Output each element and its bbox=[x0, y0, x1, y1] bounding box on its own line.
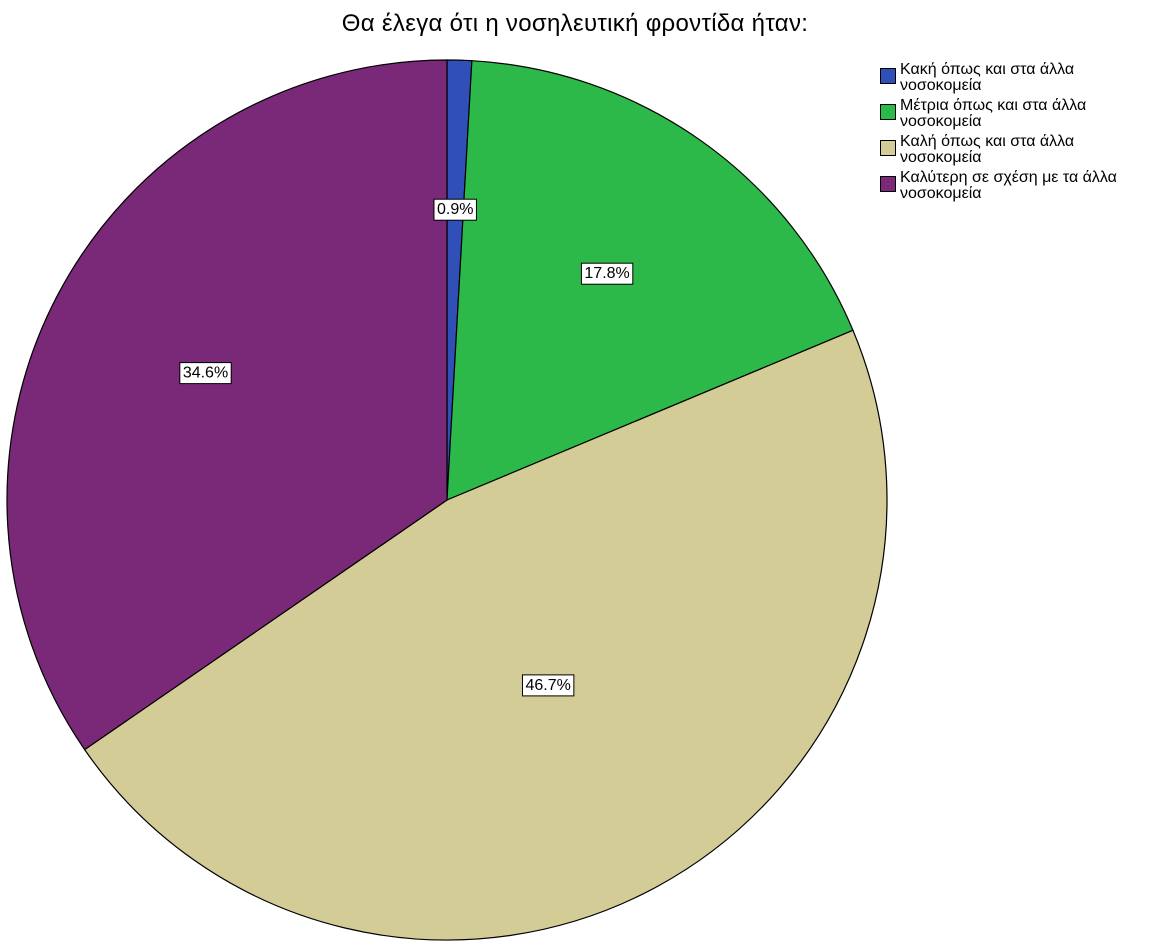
data-label-average: 17.8% bbox=[580, 262, 634, 285]
pie-slices bbox=[6, 59, 888, 941]
pie-slice-average bbox=[446, 60, 854, 501]
legend-item-good: Καλή όπως και στα άλλα νοσοκομεία bbox=[880, 134, 1150, 166]
legend: Κακή όπως και στα άλλα νοσοκομεία Μέτρια… bbox=[880, 62, 1150, 206]
legend-label-good: Καλή όπως και στα άλλα νοσοκομεία bbox=[900, 133, 1075, 166]
data-label-box-good bbox=[521, 674, 575, 697]
legend-swatch-bad bbox=[880, 68, 896, 84]
chart-title: Θα έλεγα ότι η νοσηλευτική φροντίδα ήταν… bbox=[341, 10, 809, 37]
data-label-text-better: 34.6% bbox=[183, 365, 228, 382]
legend-item-bad: Κακή όπως και στα άλλα νοσοκομεία bbox=[880, 62, 1150, 94]
data-label-text-average: 17.8% bbox=[584, 265, 629, 282]
legend-item-average: Μέτρια όπως και στα άλλα νοσοκομεία bbox=[880, 98, 1150, 130]
data-label-box-better bbox=[179, 362, 232, 385]
data-label-box-average bbox=[580, 262, 634, 285]
pie-slice-better bbox=[6, 59, 448, 751]
legend-swatch-average bbox=[880, 104, 896, 120]
legend-label-average: Μέτρια όπως και στα άλλα νοσοκομεία bbox=[900, 97, 1087, 130]
legend-item-better: Καλύτερη σε σχέση με τα άλλα νοσοκομεία bbox=[880, 170, 1150, 202]
data-label-bad: 0.9% bbox=[433, 198, 477, 221]
pie-data-labels: 0.9% 17.8% 46.7% 34.6% bbox=[179, 198, 634, 697]
data-label-text-good: 46.7% bbox=[525, 677, 570, 694]
data-label-better: 34.6% bbox=[179, 362, 232, 385]
data-label-box-bad bbox=[433, 198, 477, 221]
legend-swatch-better bbox=[880, 176, 896, 192]
data-label-good: 46.7% bbox=[521, 674, 575, 697]
legend-label-bad: Κακή όπως και στα άλλα νοσοκομεία bbox=[900, 61, 1075, 94]
data-label-text-bad: 0.9% bbox=[437, 201, 473, 218]
legend-label-better: Καλύτερη σε σχέση με τα άλλα νοσοκομεία bbox=[900, 169, 1117, 202]
legend-swatch-good bbox=[880, 140, 896, 156]
pie-slice-good bbox=[83, 329, 888, 941]
